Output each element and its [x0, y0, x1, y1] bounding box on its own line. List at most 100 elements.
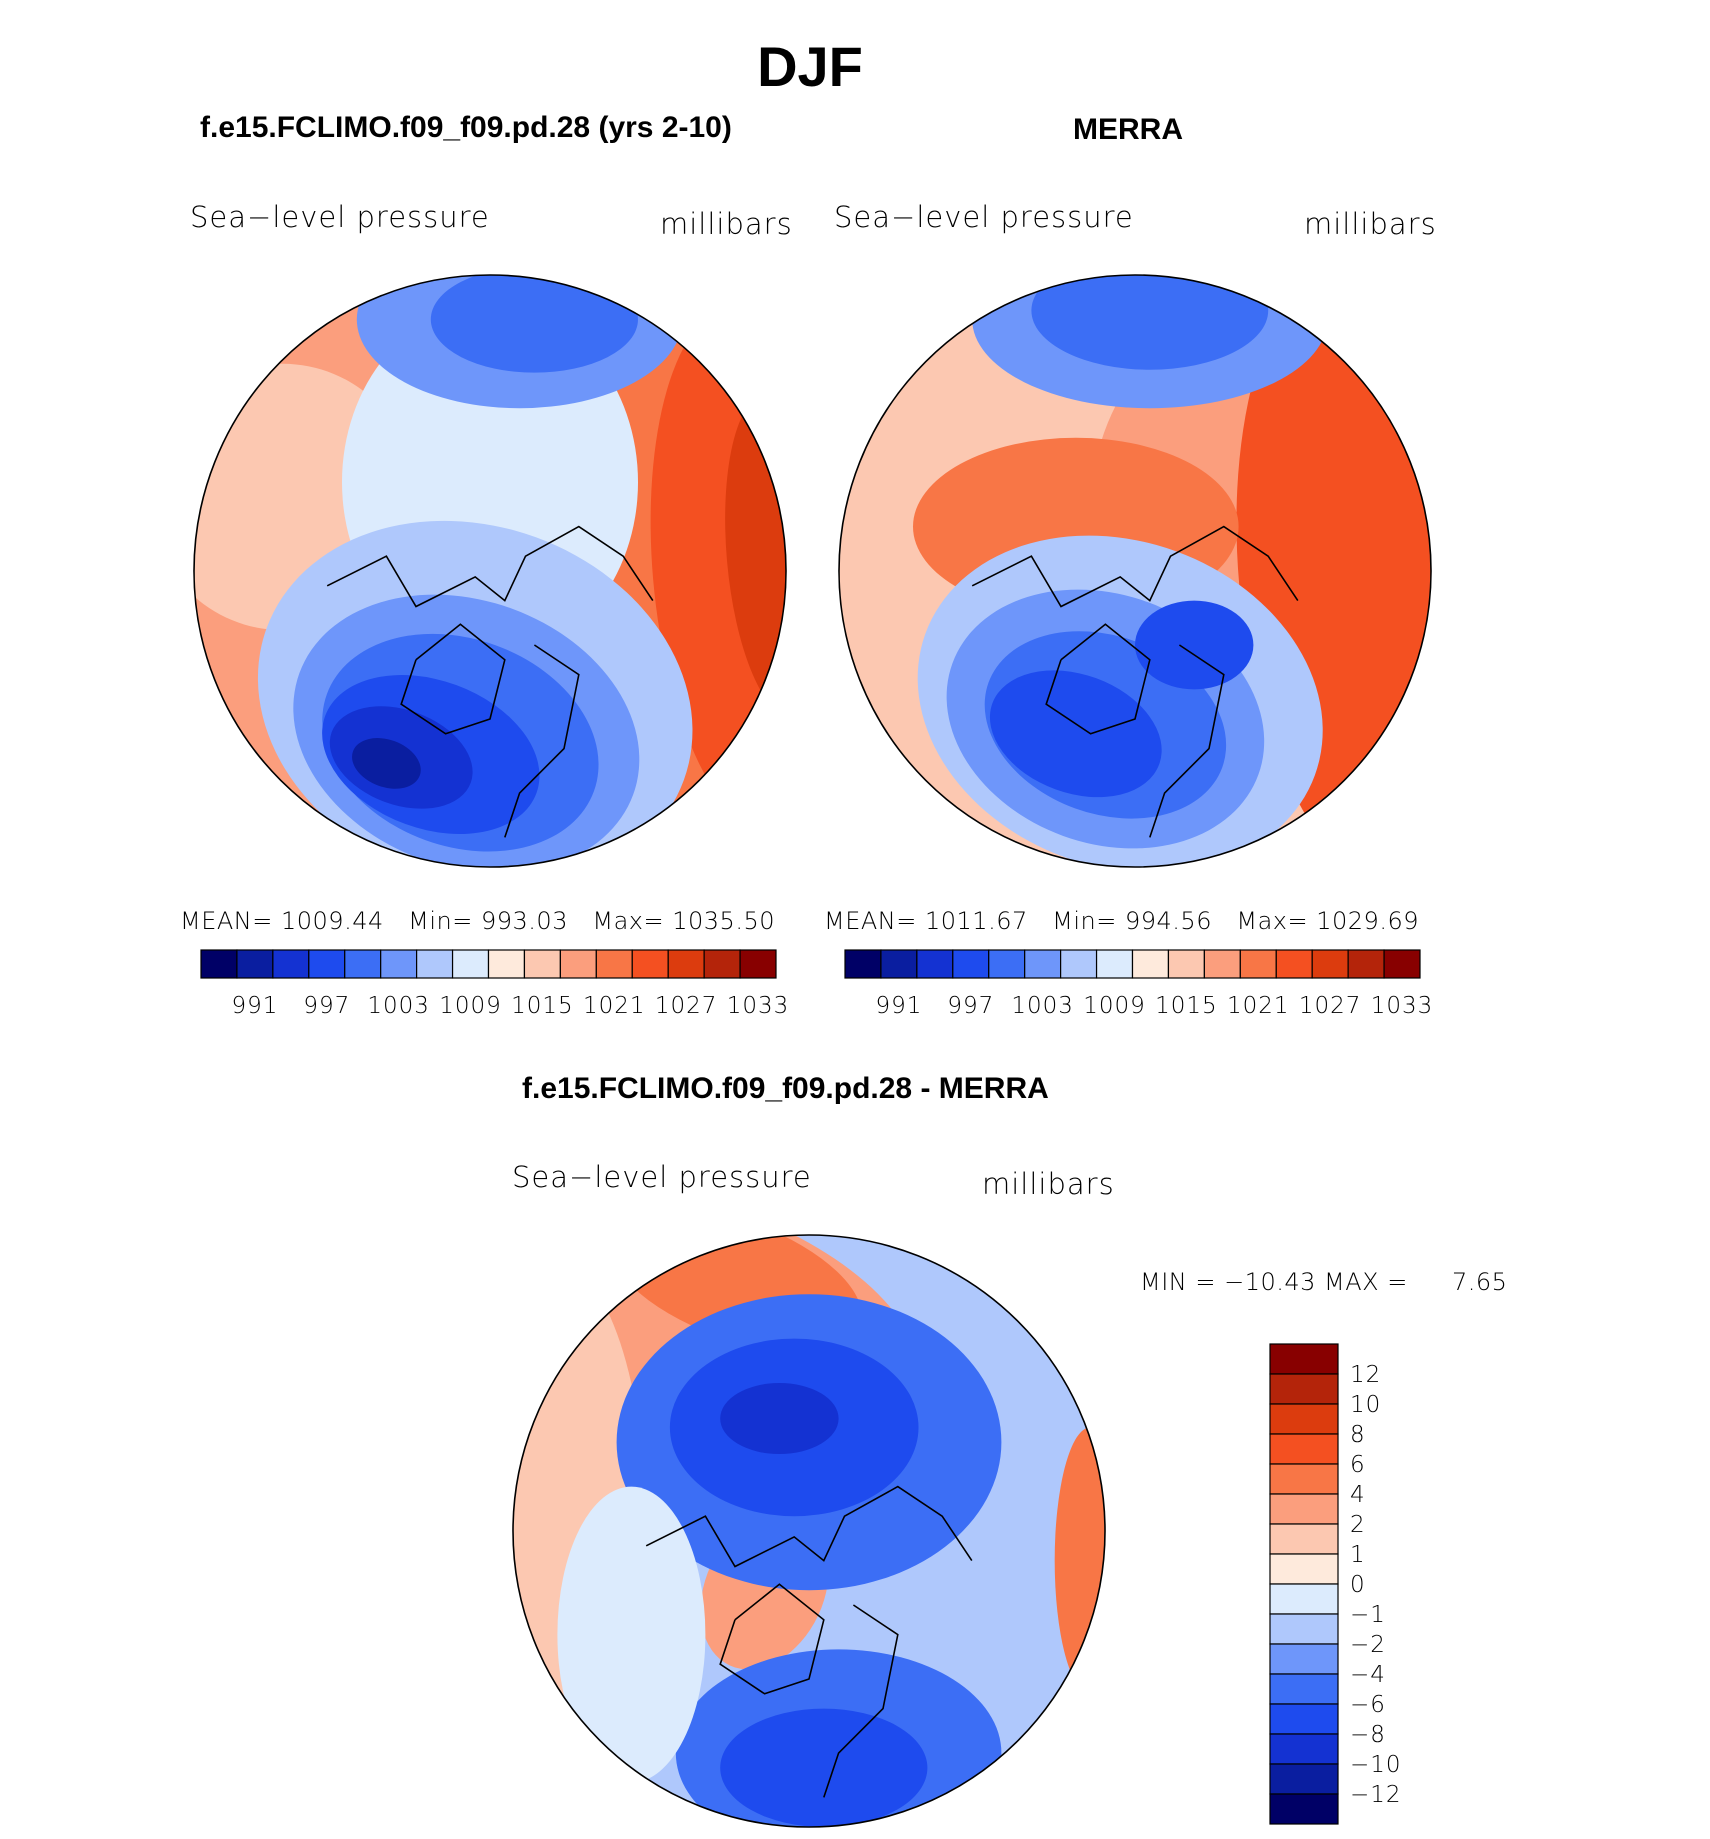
- colorbar1-tick-label: 1015: [511, 993, 574, 1019]
- colorbar3-swatch: [1269, 1793, 1339, 1825]
- colorbar1-swatch: [236, 949, 274, 979]
- colorbar2-swatch: [916, 949, 954, 979]
- colorbar3-tick-label: −1: [1350, 1602, 1386, 1628]
- colorbar3-tick-label: −6: [1350, 1692, 1386, 1718]
- colorbar3-tick-label: −2: [1350, 1632, 1386, 1658]
- panel1-stats: MEAN= 1009.44 Min= 993.03 Max= 1035.50: [180, 907, 775, 935]
- colorbar3-swatch: [1269, 1463, 1339, 1495]
- colorbar2-swatch: [1167, 949, 1205, 979]
- colorbar1-swatch: [559, 949, 597, 979]
- panel3-contour-region: [720, 1383, 839, 1455]
- colorbar3-tick-label: −4: [1350, 1662, 1386, 1688]
- figure-title: DJF: [757, 35, 863, 98]
- colorbar3-tick-label: 2: [1350, 1512, 1366, 1538]
- colorbar3-swatch: [1269, 1343, 1339, 1375]
- colorbar2-swatch: [1131, 949, 1170, 979]
- colorbar1-swatch: [523, 949, 561, 979]
- panel2-contour-region: [1031, 275, 1269, 370]
- colorbar2-swatch: [1239, 949, 1277, 979]
- colorbar2-swatch: [1383, 949, 1421, 979]
- colorbar1-swatch: [308, 949, 346, 979]
- colorbar1-swatch: [595, 949, 633, 979]
- colorbar3-tick-label: −8: [1350, 1722, 1386, 1748]
- colorbar3-tick-label: 12: [1350, 1362, 1381, 1388]
- panel1-contour-region: [352, 738, 421, 789]
- panel3-stats: MIN = −10.43 MAX = 7.65: [1140, 1268, 1508, 1296]
- panel1-coastlines: [326, 525, 654, 838]
- colorbar1-swatch: [487, 949, 526, 979]
- colorbar3-tick-label: 0: [1350, 1572, 1366, 1598]
- colorbar3-swatch: [1269, 1733, 1339, 1765]
- colorbar2-swatch: [1203, 949, 1241, 979]
- colorbar1-swatch: [451, 949, 490, 979]
- colorbar1-swatch: [344, 949, 382, 979]
- colorbar2-tick-label: 997: [947, 993, 994, 1019]
- colorbar1-swatch: [667, 949, 705, 979]
- panel3-title: f.e15.FCLIMO.f09_f09.pd.28 - MERRA: [522, 1072, 1049, 1105]
- colorbar1-tick-label: 1021: [583, 993, 646, 1019]
- panel1-boundary: [193, 274, 787, 868]
- panel1-field-label: Sea−level pressure: [190, 200, 490, 234]
- colorbar2-swatch: [952, 949, 990, 979]
- panel3-map: [513, 1235, 1105, 1827]
- panel3-contour-region: [1054, 1427, 1105, 1694]
- colorbar2-swatch: [1060, 949, 1098, 979]
- panel2-map: [839, 275, 1431, 867]
- colorbar3-tick-label: 4: [1350, 1482, 1366, 1508]
- panel1-units-label: millibars: [660, 207, 793, 241]
- colorbar1-tick-label: 1003: [367, 993, 430, 1019]
- colorbar2-swatch: [1347, 949, 1385, 979]
- colorbar3-swatch: [1269, 1403, 1339, 1435]
- panel1-title: f.e15.FCLIMO.f09_f09.pd.28 (yrs 2-10): [200, 111, 732, 144]
- panel2-field-label: Sea−level pressure: [834, 200, 1134, 234]
- colorbar3-tick-label: 10: [1350, 1392, 1381, 1418]
- panel2-contour-region: [1135, 600, 1254, 690]
- panel2-contour-region: [989, 670, 1162, 798]
- panel3-field-label: Sea−level pressure: [512, 1160, 812, 1194]
- panel3-units-label: millibars: [982, 1167, 1115, 1201]
- colorbar2-tick-label: 1021: [1227, 993, 1290, 1019]
- colorbar2-swatch: [1024, 949, 1062, 979]
- colorbar3-swatch: [1269, 1433, 1339, 1465]
- panel2-coastlines: [971, 525, 1299, 838]
- colorbar1-swatch: [380, 949, 418, 979]
- colorbar2-swatch: [1311, 949, 1349, 979]
- colorbar1-swatch: [200, 949, 238, 979]
- panel3-boundary: [512, 1234, 1106, 1828]
- colorbar2-tick-label: 1003: [1011, 993, 1074, 1019]
- colorbar3-swatch: [1269, 1673, 1339, 1705]
- colorbar2-tick-label: 1027: [1299, 993, 1362, 1019]
- colorbar1-swatch: [272, 949, 310, 979]
- colorbar2-tick-label: 1015: [1155, 993, 1218, 1019]
- colorbar1-tick-label: 991: [231, 993, 278, 1019]
- panel1-contour-region: [725, 393, 786, 719]
- colorbar3-swatch: [1269, 1613, 1339, 1645]
- colorbar2-swatch: [844, 949, 882, 979]
- colorbar3-swatch: [1269, 1553, 1339, 1585]
- panel3-contour-region: [720, 1708, 928, 1827]
- colorbar3-swatch: [1269, 1583, 1339, 1615]
- colorbar2-swatch: [988, 949, 1026, 979]
- colorbar1-swatch: [416, 949, 454, 979]
- panel2-stats: MEAN= 1011.67 Min= 994.56 Max= 1029.69: [824, 907, 1419, 935]
- colorbar3-tick-label: 8: [1350, 1422, 1366, 1448]
- colorbar1-swatch: [631, 949, 669, 979]
- colorbar3-swatch: [1269, 1373, 1339, 1405]
- colorbar3-swatch: [1269, 1523, 1339, 1555]
- colorbar2-tick-label: 1009: [1083, 993, 1146, 1019]
- colorbar1-tick-label: 1027: [655, 993, 718, 1019]
- colorbar3-swatch: [1269, 1493, 1339, 1525]
- colorbar2-tick-label: 991: [875, 993, 922, 1019]
- colorbar3-tick-label: −12: [1350, 1782, 1402, 1808]
- colorbar1-tick-label: 997: [303, 993, 350, 1019]
- colorbar1-swatch: [703, 949, 741, 979]
- panel3-contour-region: [557, 1486, 706, 1783]
- colorbar1-tick-label: 1033: [727, 993, 790, 1019]
- colorbar3-tick-label: −10: [1350, 1752, 1402, 1778]
- colorbar2-swatch: [880, 949, 918, 979]
- panel2-units-label: millibars: [1304, 207, 1437, 241]
- colorbar3-swatch: [1269, 1703, 1339, 1735]
- colorbar3-swatch: [1269, 1763, 1339, 1795]
- colorbar2-swatch: [1095, 949, 1134, 979]
